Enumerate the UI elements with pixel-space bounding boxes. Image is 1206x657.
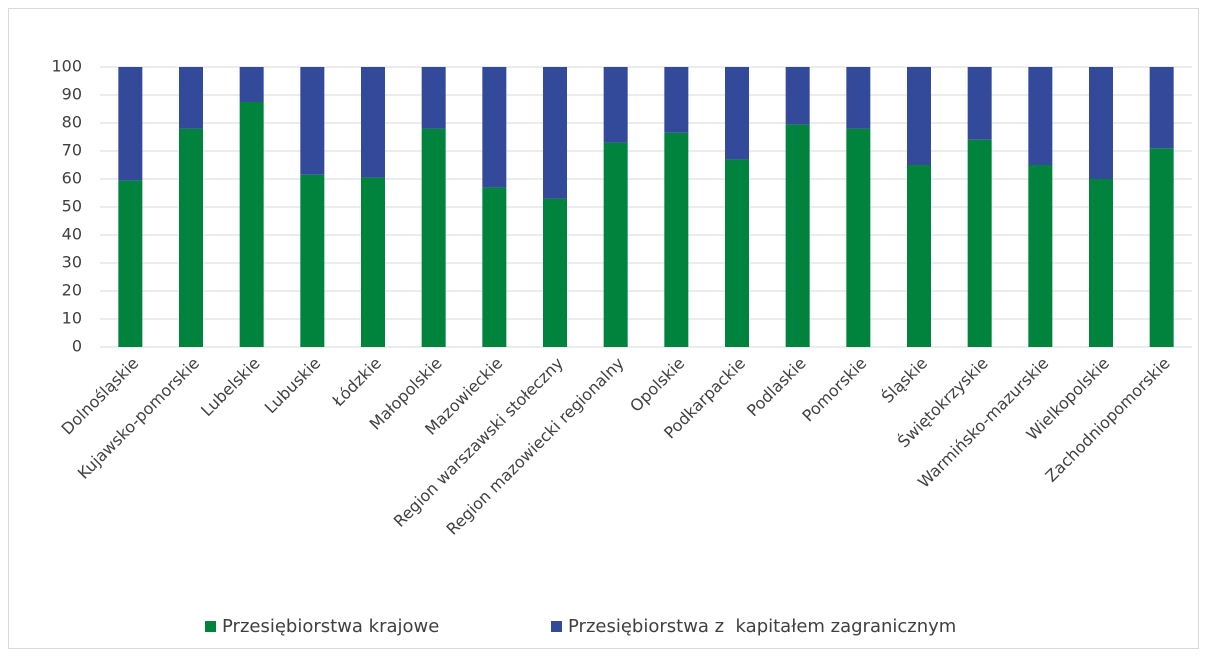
- bar-segment: [725, 159, 749, 347]
- bar-segment: [846, 128, 871, 347]
- bar-segment: [1149, 148, 1174, 347]
- bar-segment: [664, 67, 689, 133]
- bar-segment: [907, 67, 931, 165]
- bar-segment: [1028, 67, 1053, 165]
- bar-segment: [967, 139, 992, 347]
- y-tick-label: 0: [72, 337, 82, 356]
- bar-segment: [239, 67, 264, 102]
- bar-segment: [603, 67, 628, 143]
- bar-segment: [361, 177, 385, 347]
- bar-segment: [543, 67, 567, 199]
- legend-label: Przesiębiorstwa z kapitałem zagranicznym: [568, 616, 956, 637]
- bar-segment: [785, 124, 810, 348]
- bar-segment: [725, 67, 749, 160]
- bar-segment: [785, 67, 810, 125]
- chart-frame: [8, 8, 1199, 649]
- legend-swatch: [551, 621, 562, 632]
- bar-segment: [543, 198, 567, 347]
- bar-segment: [482, 187, 507, 347]
- bar-segment: [421, 128, 446, 347]
- y-tick-label: 10: [62, 309, 82, 328]
- y-tick-label: 90: [62, 85, 82, 104]
- y-tick-label: 80: [62, 113, 82, 132]
- bar-segment: [179, 67, 203, 129]
- bar-segment: [482, 67, 507, 188]
- bar-segment: [1089, 179, 1113, 347]
- legend-swatch: [205, 621, 216, 632]
- bar-segment: [118, 67, 143, 181]
- bar-segment: [179, 128, 203, 347]
- bar-segment: [421, 67, 446, 129]
- bar-segment: [603, 142, 628, 347]
- bar-segment: [361, 67, 385, 178]
- bar-segment: [118, 180, 143, 347]
- bar-segment: [1149, 67, 1174, 149]
- bar-segment: [1028, 165, 1053, 347]
- legend-label: Przesiębiorstwa krajowe: [222, 616, 439, 637]
- y-tick-label: 30: [62, 253, 82, 272]
- y-tick-label: 20: [62, 281, 82, 300]
- bar-segment: [1089, 67, 1113, 179]
- y-tick-label: 60: [62, 169, 82, 188]
- bar-segment: [300, 174, 325, 347]
- y-tick-label: 50: [62, 197, 82, 216]
- bar-segment: [664, 132, 689, 347]
- bar-segment: [239, 102, 264, 347]
- bar-segment: [907, 165, 931, 347]
- y-tick-label: 100: [51, 57, 82, 76]
- y-tick-label: 40: [62, 225, 82, 244]
- y-tick-label: 70: [62, 141, 82, 160]
- bar-segment: [967, 67, 992, 140]
- bar-segment: [846, 67, 871, 129]
- bar-segment: [300, 67, 325, 175]
